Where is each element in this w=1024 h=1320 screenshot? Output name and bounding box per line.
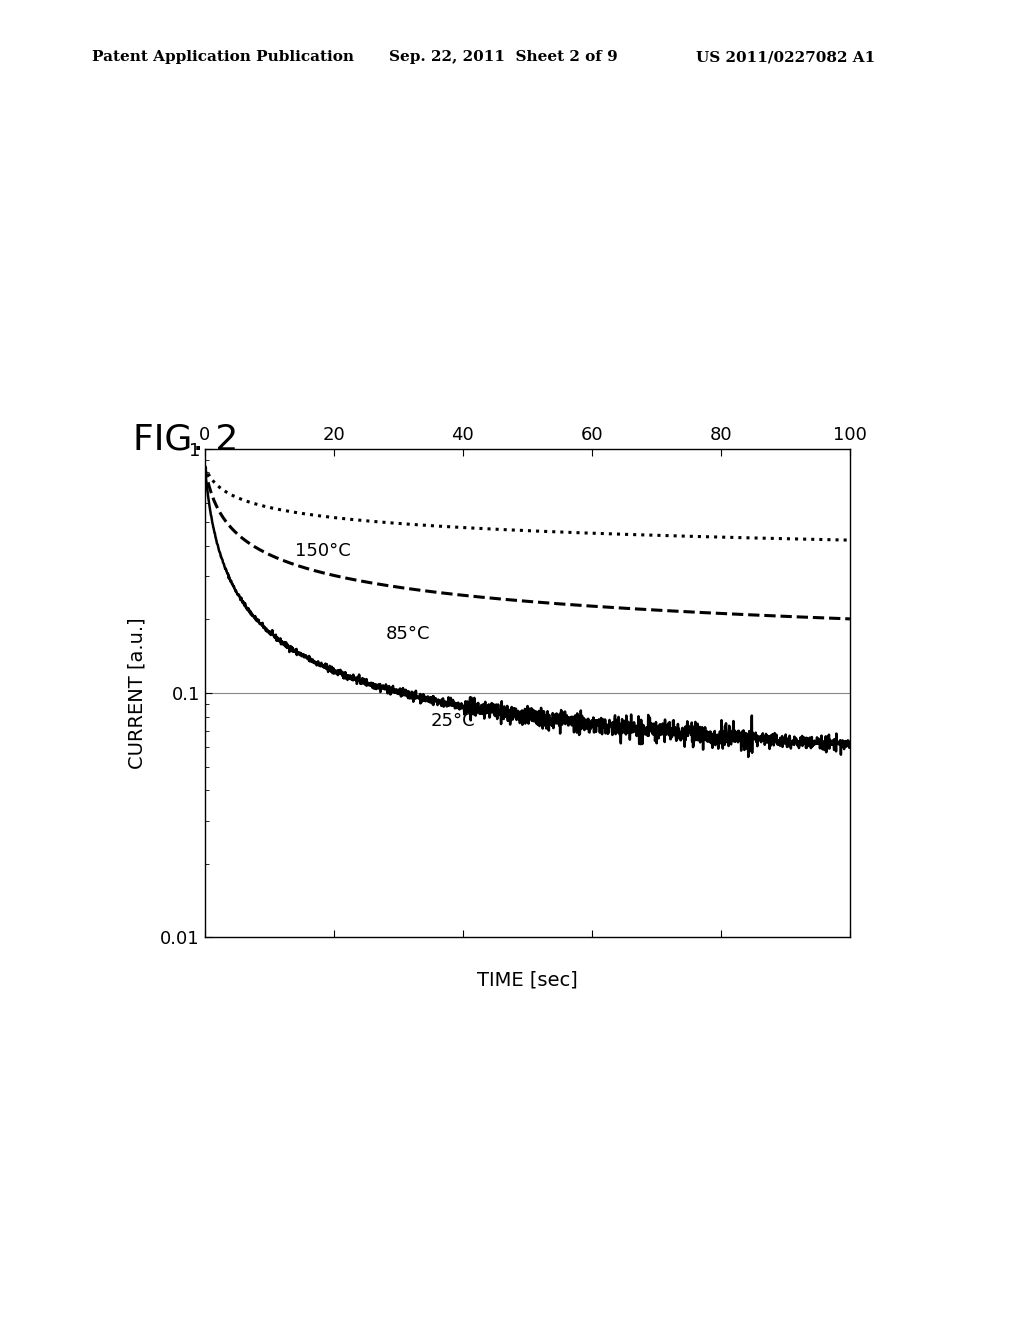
Y-axis label: CURRENT [a.u.]: CURRENT [a.u.] [127,618,146,768]
Text: 25°C: 25°C [431,711,475,730]
Text: 150°C: 150°C [295,543,351,561]
Text: Sep. 22, 2011  Sheet 2 of 9: Sep. 22, 2011 Sheet 2 of 9 [389,50,617,65]
Text: TIME [sec]: TIME [sec] [477,970,578,989]
Text: US 2011/0227082 A1: US 2011/0227082 A1 [696,50,876,65]
Text: Patent Application Publication: Patent Application Publication [92,50,354,65]
Text: FIG. 2: FIG. 2 [133,422,239,457]
Text: 85°C: 85°C [385,624,430,643]
